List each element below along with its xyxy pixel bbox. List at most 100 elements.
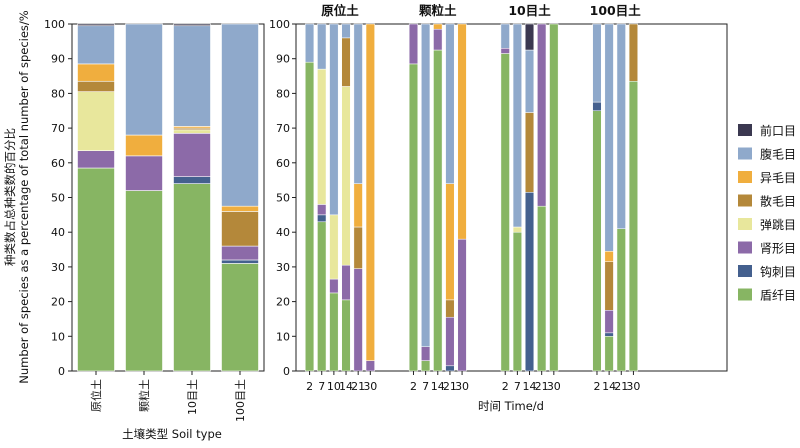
legend-swatch: [738, 194, 752, 207]
legend-label: 异毛目: [760, 171, 796, 185]
right-x-tick-label: 21: [614, 380, 628, 393]
bar-segment: [524, 112, 535, 193]
right-x-tick-label: 2: [502, 380, 509, 393]
bar-segment: [628, 81, 638, 372]
bar-segment: [317, 214, 327, 223]
bar-segment: [604, 251, 614, 262]
bar-segment: [365, 23, 375, 361]
left-y-tick-label: 50: [51, 192, 65, 205]
bar-segment: [305, 23, 315, 63]
bar-segment: [457, 23, 467, 240]
bar-segment: [221, 205, 259, 212]
bar-segment: [317, 221, 327, 372]
bar-segment: [77, 23, 115, 27]
bar-segment: [445, 183, 455, 301]
legend-swatch: [738, 171, 752, 183]
bar-segment: [604, 261, 614, 311]
legend-swatch: [738, 218, 752, 230]
bar-segment: [445, 299, 455, 318]
bar-segment: [524, 23, 535, 51]
right-x-tick-label: 2: [593, 380, 600, 393]
legend-label: 散毛目: [760, 194, 796, 209]
bar-segment: [77, 91, 115, 151]
bar-segment: [592, 110, 602, 372]
bar-segment: [329, 292, 339, 372]
legend-swatch: [738, 288, 752, 301]
right-y-tick-label: 80: [276, 87, 290, 100]
bar-segment: [512, 23, 522, 228]
right-x-tick-label: 2: [306, 380, 313, 393]
right-x-tick-label: 7: [422, 380, 429, 393]
legend-label: 钩刺目: [760, 265, 796, 279]
bar-segment: [329, 278, 339, 294]
left-y-tick-label: 10: [51, 330, 65, 343]
bar-segment: [524, 49, 535, 113]
bar-segment: [421, 23, 431, 347]
right-x-tick-label: 21: [535, 380, 549, 393]
bar-segment: [500, 48, 510, 54]
right-y-tick-label: 100: [269, 18, 290, 31]
bar-segment: [433, 23, 443, 30]
right-y-tick-label: 40: [276, 226, 290, 239]
bar-segment: [408, 63, 419, 372]
right-x-tick-label: 30: [455, 380, 469, 393]
bar-segment: [341, 264, 351, 301]
left-y-tick-label: 90: [51, 53, 65, 66]
bar-segment: [445, 23, 455, 184]
bar-segment: [353, 268, 363, 372]
right-y-tick-label: 20: [276, 296, 290, 309]
bar-segment: [549, 23, 559, 372]
right-y-tick-label: 50: [276, 192, 290, 205]
bar-segment: [365, 360, 375, 372]
legend-label: 肾形目: [760, 242, 796, 256]
legend-swatch: [738, 124, 752, 136]
bar-segment: [512, 226, 522, 233]
bar-segment: [445, 365, 455, 372]
bar-segment: [221, 245, 259, 261]
legend-label: 前口目: [760, 123, 796, 138]
y-axis-title-en: Number of species as a percentage of tot…: [17, 10, 31, 384]
group-title: 颗粒土: [419, 3, 457, 18]
bar-segment: [421, 346, 431, 361]
bar-segment: [500, 53, 510, 372]
bar-segment: [77, 167, 115, 372]
right-y-tick-label: 60: [276, 157, 290, 170]
bar-segment: [173, 129, 211, 134]
left-y-tick-label: 20: [51, 296, 65, 309]
right-x-tick-label: 2: [410, 380, 417, 393]
bar-segment: [329, 214, 339, 280]
legend-label: 盾纤目: [760, 289, 796, 303]
legend-label: 腹毛目: [760, 148, 796, 162]
right-y-tick-label: 30: [276, 261, 290, 274]
left-y-tick-label: 60: [51, 157, 65, 170]
right-y-tick-label: 10: [276, 330, 290, 343]
bar-segment: [537, 23, 547, 207]
right-x-tick-label: 21: [443, 380, 457, 393]
bar-segment: [173, 183, 211, 372]
left-x-tick-label: 原位土: [89, 379, 103, 412]
legend-swatch: [738, 147, 752, 160]
bar-segment: [433, 28, 443, 51]
right-x-tick-label: 7: [318, 380, 325, 393]
bar-segment: [592, 101, 602, 111]
bar-segment: [500, 23, 510, 49]
bar-segment: [616, 23, 626, 229]
legend-swatch: [738, 265, 752, 277]
left-y-tick-label: 100: [44, 18, 65, 31]
bar-segment: [341, 86, 351, 266]
group-title: 原位土: [321, 3, 359, 18]
bar-segment: [221, 259, 259, 264]
bar-segment: [125, 134, 163, 157]
bar-segment: [77, 63, 115, 82]
bar-segment: [616, 228, 626, 372]
bar-segment: [125, 155, 163, 191]
right-x-tick-label: 30: [626, 380, 640, 393]
group-title: 10目土: [508, 3, 551, 18]
bar-segment: [341, 23, 351, 39]
left-x-tick-label: 100目土: [234, 379, 247, 422]
legend-label: 弹跳目: [760, 218, 796, 232]
right-y-tick-label: 90: [276, 53, 290, 66]
bar-segment: [329, 23, 339, 216]
